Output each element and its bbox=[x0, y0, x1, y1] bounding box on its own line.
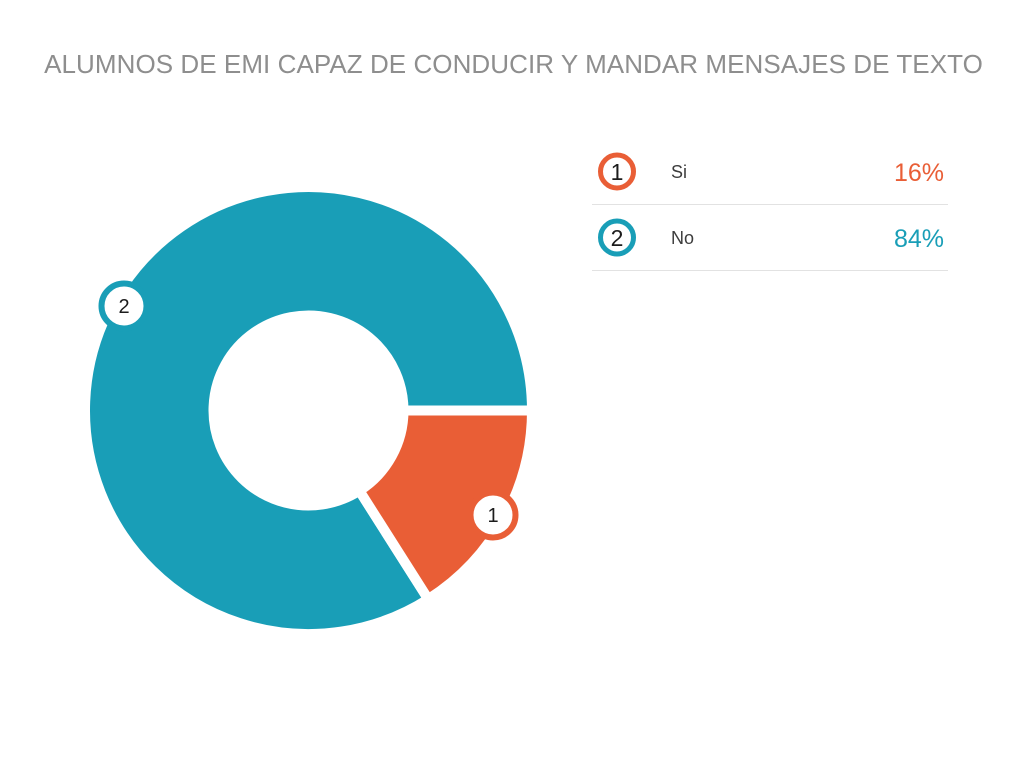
svg-text:2: 2 bbox=[118, 296, 129, 318]
svg-text:2: 2 bbox=[611, 225, 624, 251]
svg-text:16%: 16% bbox=[894, 159, 944, 187]
svg-text:1: 1 bbox=[611, 159, 624, 185]
svg-text:84%: 84% bbox=[894, 225, 944, 253]
svg-text:No: No bbox=[671, 228, 694, 248]
svg-text:1: 1 bbox=[487, 505, 498, 527]
svg-text:Si: Si bbox=[671, 162, 687, 182]
svg-text:ALUMNOS DE EMI CAPAZ DE CONDUC: ALUMNOS DE EMI CAPAZ DE CONDUCIR Y MANDA… bbox=[44, 49, 983, 79]
